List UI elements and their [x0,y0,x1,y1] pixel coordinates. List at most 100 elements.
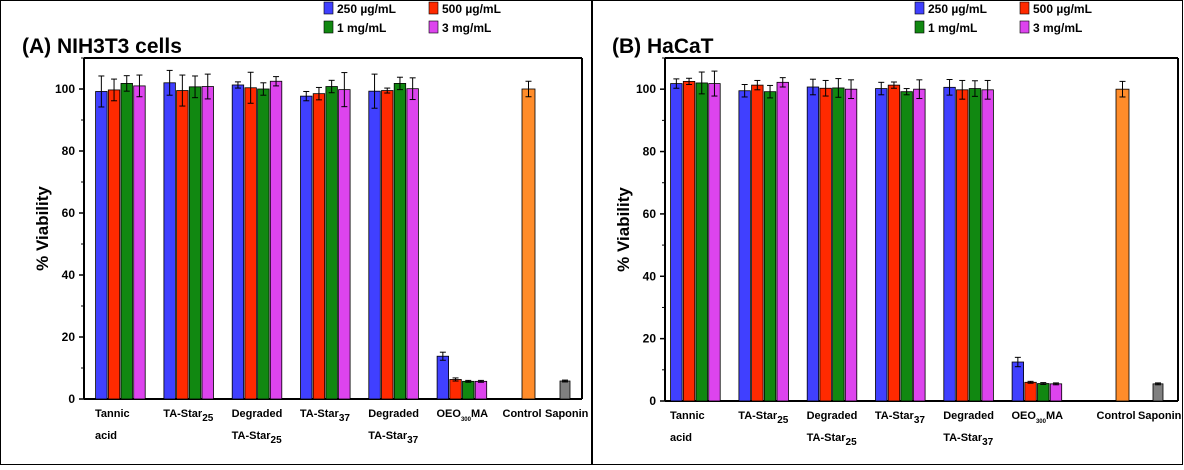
legend-label: 1 mg/mL [337,21,386,35]
x-tick-label: Tannic [95,408,130,420]
legend-swatch [914,20,925,34]
saponin-bar [1152,383,1164,402]
x-tick-label: Degraded [232,408,283,420]
bar [368,90,381,400]
x-tick-label: Degraded [807,410,858,422]
x-tick-label-main: OEO [437,408,462,420]
bar [95,91,108,400]
bar [393,83,407,400]
x-tick-label-main: Degraded [807,410,858,422]
x-tick-label-main: Tannic [670,410,705,422]
bar [338,89,351,400]
x-tick-label-main: TA-Star [738,410,778,422]
bar [449,379,462,400]
x-tick-label: TA-Star37 [875,410,925,426]
bar [887,84,901,402]
bar [201,86,214,400]
x-tick-label: TA-Star37 [300,408,350,424]
x-tick-label-main: Degraded [368,408,419,420]
y-tick-label: 60 [643,207,657,221]
legend-label: 250 µg/mL [928,2,987,16]
bar [832,87,845,402]
x-tick-label-suffix: MA [471,408,488,420]
x-tick-label: Control [1097,410,1136,422]
legend-swatch [323,1,334,15]
x-tick-label-main: TA-Star [943,432,983,444]
y-tick-label: 80 [643,145,657,159]
bar [231,84,245,400]
saponin-bar [559,380,571,400]
y-axis-label: % Viability [614,187,633,272]
x-tick-label-main: Degraded [943,410,994,422]
y-tick-label: 40 [643,269,657,283]
x-tick-label-subscript: 25 [202,413,214,424]
x-tick-label: TA-Star25 [163,408,213,424]
bar [763,91,777,402]
y-tick-label: 100 [636,82,656,96]
x-tick-label: Saponin [1138,410,1182,422]
legend-label: 250 µg/mL [337,2,396,16]
bar [968,88,982,402]
bar [244,87,257,400]
bar [1024,381,1037,402]
x-tick-label-main: Saponin [545,408,589,420]
legend-swatch [428,20,439,34]
x-tick-label: Degraded [368,408,419,420]
bar [670,83,683,402]
bar [325,86,338,400]
x-tick-label-subscript: 37 [982,437,994,448]
x-tick-label-main: Tannic [95,408,130,420]
panel-a-border [0,0,592,465]
x-tick-label-line2: TA-Star37 [368,430,418,446]
legend-label: 1 mg/mL [928,21,977,35]
y-tick-label: 20 [62,330,76,344]
bar [708,83,721,402]
x-tick-label: Degraded [943,410,994,422]
bar [474,380,488,400]
bar [956,89,969,402]
legend-swatch [323,20,334,34]
bar [695,82,708,402]
y-tick-label: 0 [68,392,75,406]
legend-swatch [914,1,925,15]
bar [120,83,133,400]
y-tick-label: 20 [643,332,657,346]
bar [188,86,202,400]
y-tick-label: 0 [649,394,656,408]
y-tick-label: 80 [62,144,76,158]
x-tick-label-line2: acid [95,430,117,442]
x-tick-label-subscript: 37 [407,435,419,446]
x-tick-label: TA-Star25 [738,410,788,426]
legend-label: 500 µg/mL [442,2,501,16]
bar [107,89,121,400]
bar [776,81,789,402]
y-axis-label: % Viability [33,186,52,271]
bar [943,86,956,402]
x-tick-label-main: acid [95,430,117,442]
chart-title: (A) NIH3T3 cells [22,35,182,58]
bar [257,88,270,400]
x-tick-label-main: acid [670,432,692,444]
bar [381,90,394,400]
x-tick-label-subscript: 300 [1036,419,1047,425]
x-tick-label-line2: acid [670,432,692,444]
bar [269,80,283,400]
legend-swatch [1019,1,1030,15]
x-tick-label-main: TA-Star [368,430,408,442]
bar [1011,361,1024,402]
x-tick-label-main: OEO [1012,410,1037,422]
x-tick-label-main: Control [1097,410,1136,422]
bar [312,93,326,400]
x-tick-label-main: TA-Star [300,408,340,420]
control-bar [1115,88,1130,402]
x-tick-label-line2: TA-Star25 [232,430,282,446]
x-tick-label: OEO300MA [1012,410,1064,425]
bar [819,87,832,402]
x-tick-label-line2: TA-Star37 [943,432,993,448]
bar [436,355,450,400]
bar [176,90,189,400]
x-tick-label: OEO300MA [437,408,489,423]
bar [406,88,419,400]
